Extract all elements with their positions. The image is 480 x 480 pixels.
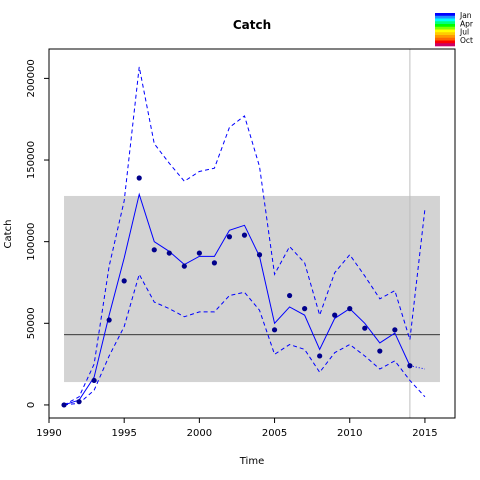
y-tick-label: 50000 xyxy=(26,307,37,339)
confidence-band-layer xyxy=(64,195,440,383)
data-point xyxy=(136,175,142,181)
y-axis-label: Catch xyxy=(3,220,14,249)
data-point xyxy=(166,250,172,256)
legend-color-swatch xyxy=(435,13,455,17)
y-tick-label: 200000 xyxy=(26,59,37,97)
legend-color-swatch xyxy=(435,40,455,44)
data-point xyxy=(317,353,323,359)
y-tick-label: 100000 xyxy=(26,223,37,261)
data-point xyxy=(76,399,82,405)
legend-color-swatch xyxy=(435,29,455,33)
x-tick-label: 2015 xyxy=(412,428,437,439)
data-point xyxy=(196,250,202,256)
legend-color-swatch xyxy=(435,15,455,19)
data-point xyxy=(256,252,263,258)
axes-layer: 1990 1995 2000 2005 2010 2015 0 50000 100000 1500… xyxy=(26,48,456,439)
data-point xyxy=(407,363,413,369)
data-point xyxy=(362,325,368,331)
data-point xyxy=(121,278,127,284)
data-point xyxy=(106,317,112,323)
data-point xyxy=(181,263,187,269)
data-point xyxy=(286,292,293,299)
data-point xyxy=(61,402,67,408)
y-tick-label: 150000 xyxy=(26,141,37,179)
legend-label: Jan xyxy=(459,11,472,20)
legend-color-swatch xyxy=(435,21,455,25)
series-layer xyxy=(63,66,426,406)
reference-lines-layer xyxy=(64,49,440,418)
series-line-2 xyxy=(63,66,426,406)
legend-label: Apr xyxy=(460,19,474,28)
data-point xyxy=(211,260,218,266)
data-point xyxy=(151,247,157,253)
series-line-3 xyxy=(63,273,426,406)
data-point xyxy=(302,306,308,312)
confidence-band xyxy=(64,195,440,383)
legend-color-swatch xyxy=(435,24,455,28)
x-tick-label: 1995 xyxy=(111,428,136,439)
data-point xyxy=(91,377,97,384)
y-tick-label: 0 xyxy=(26,402,37,408)
points-layer xyxy=(61,175,413,408)
data-point xyxy=(226,234,233,240)
legend-color-swatch xyxy=(435,32,455,36)
series-line-4 xyxy=(409,365,426,370)
x-tick-label: 2000 xyxy=(187,428,212,439)
legend-color-swatch xyxy=(435,43,455,47)
legend-label: Jul xyxy=(459,28,469,37)
plot-frame xyxy=(48,48,456,419)
legend-color-swatch xyxy=(435,35,455,39)
legend-color-swatch xyxy=(435,37,455,41)
data-point xyxy=(392,327,398,333)
data-point xyxy=(347,306,353,312)
data-point xyxy=(241,232,248,238)
legend-color-swatch xyxy=(435,26,455,30)
legend-color-swatch xyxy=(435,18,455,22)
x-tick-label: 2005 xyxy=(262,428,287,439)
series-line-1 xyxy=(63,192,411,406)
legend-label: Oct xyxy=(460,36,473,45)
data-point xyxy=(332,312,338,318)
x-tick-label: 1990 xyxy=(36,428,61,439)
x-tick-label: 2010 xyxy=(337,428,362,439)
chart-title: Catch xyxy=(233,18,271,32)
x-axis-label: Time xyxy=(239,456,264,467)
data-point xyxy=(271,327,278,333)
data-point xyxy=(377,348,383,354)
